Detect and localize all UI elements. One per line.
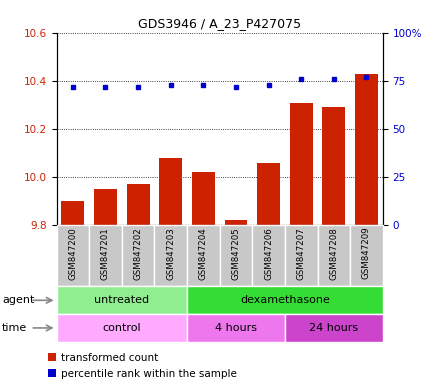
Text: dexamethasone: dexamethasone: [240, 295, 329, 305]
Bar: [187, 286, 382, 314]
Text: GSM847207: GSM847207: [296, 227, 305, 280]
Bar: [56, 225, 89, 286]
Bar: [284, 314, 382, 342]
Bar: [322, 108, 345, 225]
Bar: [224, 220, 247, 225]
Bar: [122, 225, 154, 286]
Bar: [284, 225, 317, 286]
Bar: [349, 225, 382, 286]
Text: GSM847204: GSM847204: [198, 227, 207, 280]
Text: control: control: [102, 323, 141, 333]
Text: GSM847201: GSM847201: [101, 227, 110, 280]
Bar: [354, 74, 377, 225]
Text: GSM847209: GSM847209: [361, 227, 370, 280]
Text: percentile rank within the sample: percentile rank within the sample: [61, 369, 237, 379]
Bar: [126, 184, 149, 225]
Bar: [256, 162, 279, 225]
Bar: [56, 314, 187, 342]
Bar: [154, 225, 187, 286]
Title: GDS3946 / A_23_P427075: GDS3946 / A_23_P427075: [138, 17, 300, 30]
Bar: [219, 225, 252, 286]
Bar: [56, 286, 187, 314]
Text: 24 hours: 24 hours: [309, 323, 358, 333]
Text: time: time: [2, 323, 27, 333]
Text: GSM847208: GSM847208: [329, 227, 338, 280]
Text: GSM847203: GSM847203: [166, 227, 175, 280]
Text: GSM847202: GSM847202: [133, 227, 142, 280]
Bar: [289, 103, 312, 225]
Text: agent: agent: [2, 295, 34, 305]
Bar: [61, 201, 84, 225]
Bar: [191, 172, 214, 225]
Bar: [159, 158, 182, 225]
Text: GSM847206: GSM847206: [263, 227, 273, 280]
Text: transformed count: transformed count: [61, 353, 158, 363]
Bar: [317, 225, 349, 286]
Bar: [94, 189, 117, 225]
Text: 4 hours: 4 hours: [214, 323, 256, 333]
Bar: [187, 314, 284, 342]
Bar: [89, 225, 122, 286]
Bar: [187, 225, 219, 286]
Text: GSM847200: GSM847200: [68, 227, 77, 280]
Text: untreated: untreated: [94, 295, 149, 305]
Bar: [252, 225, 284, 286]
Text: GSM847205: GSM847205: [231, 227, 240, 280]
